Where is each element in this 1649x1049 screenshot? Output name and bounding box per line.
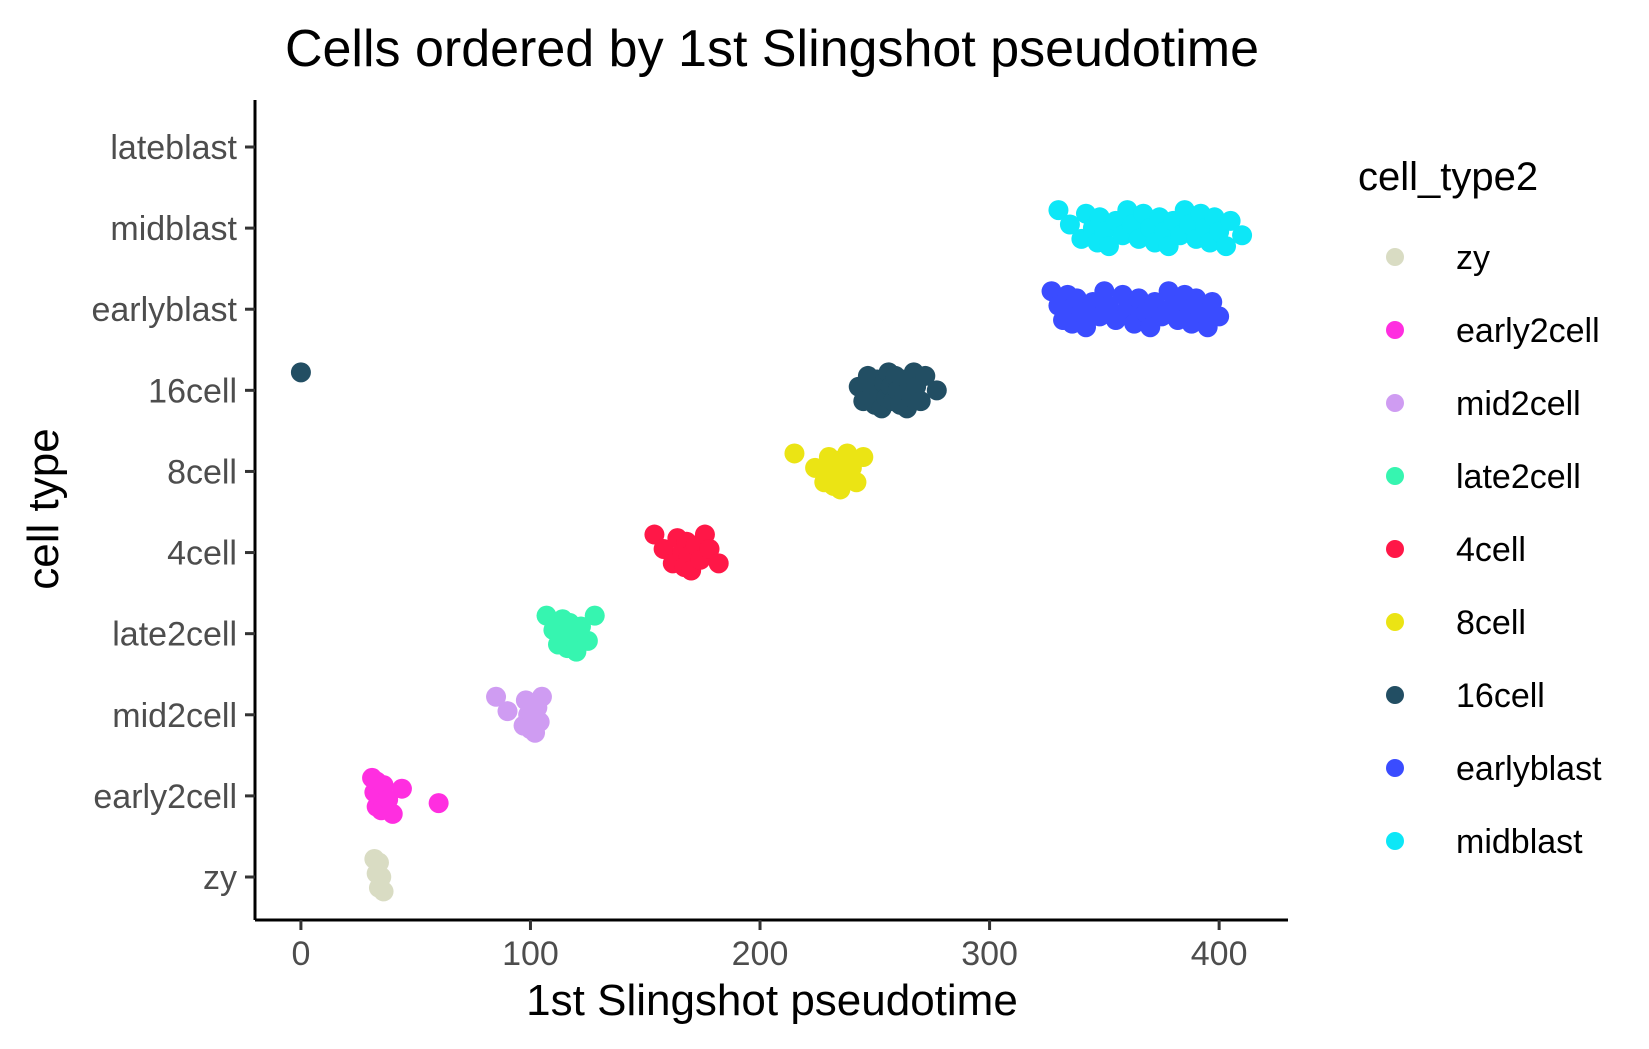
- data-point-midblast: [1220, 210, 1241, 231]
- y-tick-label: zy: [203, 859, 237, 897]
- data-point-16cell: [290, 362, 311, 383]
- data-point-midblast: [1232, 225, 1253, 246]
- legend-label-earlyblast: earlyblast: [1456, 750, 1602, 788]
- data-point-8cell: [784, 443, 805, 464]
- legend-swatch-8cell: [1386, 613, 1404, 631]
- y-tick-label: 4cell: [167, 535, 237, 573]
- legend-label-16cell: 16cell: [1456, 677, 1545, 715]
- y-axis: zy early2cell mid2cell late2cell 4cell 8cell 1…: [91, 100, 257, 920]
- data-point-8cell: [846, 472, 867, 493]
- data-point-mid2cell: [497, 701, 518, 722]
- legend-label-8cell: 8cell: [1456, 604, 1526, 642]
- data-point-earlyblast: [1209, 306, 1230, 327]
- data-point-4cell: [708, 553, 729, 574]
- data-point-8cell: [805, 457, 826, 478]
- data-point-midblast: [1098, 236, 1119, 257]
- data-point-midblast: [1048, 200, 1069, 221]
- legend-swatch-early2cell: [1386, 321, 1404, 339]
- y-tick-label: midblast: [110, 210, 237, 248]
- legend-label-early2cell: early2cell: [1456, 312, 1600, 350]
- data-point-early2cell: [382, 803, 403, 824]
- y-tick-label: earlyblast: [91, 291, 237, 329]
- plot-points: [290, 200, 1253, 902]
- y-tick-label: mid2cell: [112, 697, 237, 735]
- data-point-16cell: [926, 380, 947, 401]
- x-axis: 0 100 200 300 400: [255, 918, 1288, 973]
- legend-swatch-16cell: [1386, 686, 1404, 704]
- x-tick-label: 100: [502, 935, 559, 973]
- legend-label-4cell: 4cell: [1456, 531, 1526, 569]
- x-axis-title: 1st Slingshot pseudotime: [526, 976, 1018, 1025]
- data-point-16cell: [915, 365, 936, 386]
- legend-swatch-late2cell: [1386, 467, 1404, 485]
- x-tick-label: 400: [1191, 935, 1248, 973]
- data-point-16cell: [910, 391, 931, 412]
- data-point-mid2cell: [486, 686, 507, 707]
- x-tick-label: 200: [732, 935, 789, 973]
- legend: cell_type2 zy early2cell mid2cell late2cell…: [1358, 155, 1602, 861]
- data-point-midblast: [1059, 214, 1080, 235]
- data-point-zy: [373, 881, 394, 902]
- legend-label-mid2cell: mid2cell: [1456, 385, 1581, 423]
- data-point-late2cell: [584, 605, 605, 626]
- legend-items: zy early2cell mid2cell late2cell 4cell 8cell 1…: [1386, 239, 1602, 861]
- legend-title: cell_type2: [1358, 155, 1538, 199]
- data-point-8cell: [853, 447, 874, 468]
- y-axis-title: cell type: [19, 428, 68, 589]
- data-point-late2cell: [577, 630, 598, 651]
- data-point-mid2cell: [529, 711, 550, 732]
- y-tick-label: 16cell: [148, 372, 237, 410]
- legend-swatch-earlyblast: [1386, 759, 1404, 777]
- x-tick-label: 300: [961, 935, 1018, 973]
- data-point-4cell: [699, 538, 720, 559]
- data-point-mid2cell: [531, 686, 552, 707]
- legend-swatch-mid2cell: [1386, 394, 1404, 412]
- legend-swatch-4cell: [1386, 540, 1404, 558]
- y-tick-label: late2cell: [112, 616, 237, 654]
- y-tick-label: early2cell: [93, 778, 237, 816]
- x-tick-label: 0: [291, 935, 310, 973]
- data-point-4cell: [644, 524, 665, 545]
- legend-label-zy: zy: [1456, 239, 1490, 277]
- y-tick-label: lateblast: [110, 129, 237, 167]
- legend-label-late2cell: late2cell: [1456, 458, 1581, 496]
- y-tick-label: 8cell: [167, 453, 237, 491]
- data-point-early2cell: [391, 778, 412, 799]
- legend-swatch-midblast: [1386, 832, 1404, 850]
- legend-label-midblast: midblast: [1456, 823, 1583, 861]
- data-point-midblast: [1216, 236, 1237, 257]
- legend-swatch-zy: [1386, 248, 1404, 266]
- chart-title: Cells ordered by 1st Slingshot pseudotim…: [285, 20, 1259, 78]
- data-point-4cell: [653, 538, 674, 559]
- data-point-earlyblast: [1075, 317, 1096, 338]
- data-point-early2cell: [428, 793, 449, 814]
